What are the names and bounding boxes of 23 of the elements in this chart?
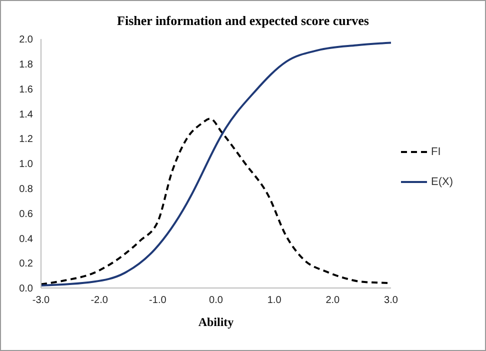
y-tick-label: 0.0	[19, 284, 34, 295]
y-tick-label: 0.6	[19, 208, 34, 220]
legend-label: FI	[431, 146, 441, 158]
x-tick-label: 0.0	[209, 295, 224, 306]
y-tick-label: 1.4	[19, 109, 34, 120]
x-tick-label: 1.0	[267, 295, 282, 306]
x-tick-label: 2.0	[326, 295, 340, 306]
y-tick-label: 1.8	[19, 59, 34, 70]
x-tick-label: -1.0	[149, 295, 167, 306]
legend-label: E(X)	[431, 176, 453, 188]
y-tick-label: 0.2	[19, 258, 34, 270]
y-tick-label: 0.4	[19, 234, 34, 245]
chart-title: Fisher information and expected score curves	[116, 13, 370, 29]
y-tick-label: 2.0	[19, 34, 34, 46]
x-axis-title: Ability	[198, 315, 234, 329]
y-tick-label: 1.6	[19, 84, 34, 96]
x-tick-label: 3.0	[384, 295, 398, 306]
x-tick-label: -3.0	[32, 295, 50, 306]
y-tick-label: 0.8	[19, 184, 34, 195]
y-tick-label: 1.2	[19, 134, 34, 146]
line-series	[41, 42, 391, 287]
x-tick-label: -2.0	[90, 295, 108, 306]
y-tick-label: 1.0	[19, 159, 34, 170]
